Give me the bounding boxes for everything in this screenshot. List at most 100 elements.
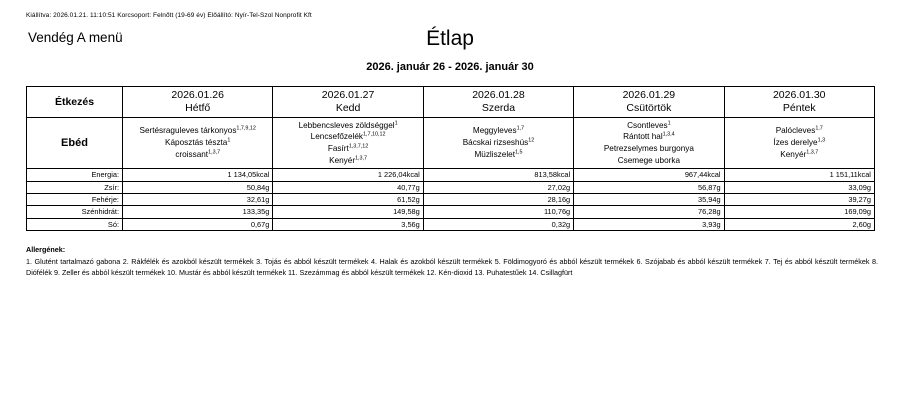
nutrition-feherje-day-1: 61,52g xyxy=(272,192,424,207)
nutrition-so-day-3: 3,93g xyxy=(573,217,725,232)
nutrition-label-zsir: Zsír: xyxy=(26,180,123,194)
nutrition-feherje-day-4: 39,27g xyxy=(723,192,875,207)
dish-allergen-codes: 1,7 xyxy=(815,125,823,132)
nutrition-zsir-day-4: 33,09g xyxy=(723,180,875,194)
menu-type-label: Vendég A menü xyxy=(28,30,123,45)
nutrition-feherje-day-3: 35,94g xyxy=(573,192,725,207)
date-range-subtitle: 2026. január 26 - 2026. január 30 xyxy=(366,61,534,74)
header-meal-column: Étkezés xyxy=(26,86,123,118)
nutrition-energia-day-4: 1 151,11kcal xyxy=(723,168,875,182)
nutrition-szenhidrat-day-4: 169,09g xyxy=(723,205,875,219)
page-title: Étlap xyxy=(426,27,474,50)
dish-item: croissant1,3,7 xyxy=(175,148,221,159)
dish-allergen-codes: 1,7 xyxy=(516,125,525,132)
header-day-4-name: Péntek xyxy=(782,101,816,114)
nutrition-so-day-0: 0,67g xyxy=(121,217,274,232)
dish-item: Petrezselymes burgonya xyxy=(603,143,694,153)
dish-allergen-codes: 12 xyxy=(528,137,535,144)
dish-allergen-codes: 1 xyxy=(227,137,231,144)
nutrition-zsir-day-1: 40,77g xyxy=(272,180,424,194)
header-day-1-name: Kedd xyxy=(335,101,361,114)
lunch-row: Ebéd Sertésraguleves tárkonyos1,7,9,12 Ká… xyxy=(26,116,875,170)
header-day-1: 2026.01.27 Kedd xyxy=(272,86,424,118)
nutrition-zsir-day-0: 50,84g xyxy=(121,180,274,194)
nutrition-szenhidrat-day-1: 149,58g xyxy=(272,205,424,219)
nutrition-label-feherje: Fehérje: xyxy=(26,192,123,207)
table-header-row: Étkezés 2026.01.26 Hétfő 2026.01.27 Kedd… xyxy=(26,86,875,118)
menu-table: Étkezés 2026.01.26 Hétfő 2026.01.27 Kedd… xyxy=(26,86,875,232)
nutrition-energia-day-3: 967,44kcal xyxy=(573,168,725,182)
dish-item: Meggyleves1,7 xyxy=(472,125,525,136)
nutrition-so-day-4: 2,60g xyxy=(723,217,875,232)
header-day-0: 2026.01.26 Hétfő xyxy=(121,86,274,118)
dish-item: Sertésraguleves tárkonyos1,7,9,12 xyxy=(139,125,256,136)
dish-item: Rántott hal1,3,4 xyxy=(623,131,675,142)
nutrition-so-day-2: 0,32g xyxy=(422,217,575,232)
dish-item: Palócleves1,7 xyxy=(775,125,823,136)
dish-item: Káposztás tészta1 xyxy=(165,137,231,148)
nutrition-row-szenhidrat: Szénhidrát: 133,35g 149,58g 110,76g 76,2… xyxy=(26,205,875,219)
nutrition-energia-day-2: 813,58kcal xyxy=(422,168,575,182)
nutrition-row-energia: Energia: 1 134,05kcal 1 226,04kcal 813,5… xyxy=(26,168,875,182)
allergen-legend: Allergének: 1. Glutént tartalmazó gabona… xyxy=(26,245,878,279)
nutrition-row-zsir: Zsír: 50,84g 40,77g 27,02g 56,87g 33,09g xyxy=(26,180,875,194)
nutrition-feherje-day-0: 32,61g xyxy=(121,192,274,207)
nutrition-szenhidrat-day-0: 133,35g xyxy=(121,205,274,219)
header-day-2-date: 2026.01.28 xyxy=(472,89,525,101)
menu-table-body: Ebéd Sertésraguleves tárkonyos1,7,9,12 Ká… xyxy=(26,116,875,232)
lunch-cell-day-2: Meggyleves1,7 Bácskai rizseshús12 Müzlisze… xyxy=(422,116,575,170)
dish-allergen-codes: 1,3,7,12 xyxy=(348,143,369,150)
lunch-cell-day-0: Sertésraguleves tárkonyos1,7,9,12 Káposzt… xyxy=(121,116,274,170)
document-meta-line: Kiállítva: 2026.01.21. 11:10:51 Korcsopo… xyxy=(26,12,312,19)
nutrition-row-feherje: Fehérje: 32,61g 61,52g 28,16g 35,94g 39,… xyxy=(26,192,875,207)
dish-allergen-codes: 1,3,4 xyxy=(662,131,675,138)
dish-item: Lencsefőzelék1,7,10,12 xyxy=(310,131,386,142)
dish-item: Csontleves1 xyxy=(627,119,671,130)
dish-allergen-codes: 1,3,7 xyxy=(806,148,819,155)
header-day-2-name: Szerda xyxy=(481,101,516,114)
header-day-0-date: 2026.01.26 xyxy=(171,89,224,101)
dish-item: Kenyér1,3,7 xyxy=(780,148,819,159)
menu-table-head: Étkezés 2026.01.26 Hétfő 2026.01.27 Kedd… xyxy=(26,86,875,118)
dish-allergen-codes: 1,7,9,12 xyxy=(236,125,256,132)
dish-item: Lebbencsleves zöldséggel1 xyxy=(298,119,398,130)
nutrition-szenhidrat-day-3: 76,28g xyxy=(573,205,725,219)
nutrition-label-so: Só: xyxy=(26,217,123,232)
allergen-legend-body: 1. Glutént tartalmazó gabona 2. Rákfélék… xyxy=(26,257,878,277)
nutrition-feherje-day-2: 28,16g xyxy=(422,192,575,207)
nutrition-energia-day-0: 1 134,05kcal xyxy=(121,168,274,182)
header-day-4: 2026.01.30 Péntek xyxy=(723,86,875,118)
dish-allergen-codes: 1 xyxy=(667,119,671,126)
meal-label-lunch: Ebéd xyxy=(26,116,123,170)
menu-table-wrapper: Étkezés 2026.01.26 Hétfő 2026.01.27 Kedd… xyxy=(26,86,875,232)
dish-item: Müzliszelet1,5 xyxy=(474,148,523,159)
header-day-3-name: Csütörtök xyxy=(626,101,672,114)
header-day-3: 2026.01.29 Csütörtök xyxy=(573,86,725,118)
dish-item: Ízes derelye1,3 xyxy=(773,137,826,148)
header-day-1-date: 2026.01.27 xyxy=(321,89,375,101)
lunch-cell-day-3: Csontleves1 Rántott hal1,3,4 Petrezselymes… xyxy=(573,116,725,170)
header-day-0-name: Hétfő xyxy=(185,101,211,114)
nutrition-zsir-day-2: 27,02g xyxy=(422,180,575,194)
allergen-legend-title: Allergének: xyxy=(26,245,66,254)
dish-allergen-codes: 1,5 xyxy=(514,148,523,155)
header-day-2: 2026.01.28 Szerda xyxy=(422,86,575,118)
nutrition-label-szenhidrat: Szénhidrát: xyxy=(26,205,123,219)
nutrition-row-so: Só: 0,67g 3,56g 0,32g 3,93g 2,60g xyxy=(26,217,875,232)
title-block: Étlap 2026. január 26 - 2026. január 30 xyxy=(0,26,900,73)
lunch-cell-day-4: Palócleves1,7 Ízes derelye1,3 Kenyér1,3,7 xyxy=(723,116,875,170)
dish-allergen-codes: 1,3,7 xyxy=(208,148,221,155)
header-day-3-date: 2026.01.29 xyxy=(622,89,676,101)
lunch-cell-day-1: Lebbencsleves zöldséggel1 Lencsefőzelék1,… xyxy=(272,116,424,170)
nutrition-zsir-day-3: 56,87g xyxy=(573,180,725,194)
dish-item: Kenyér1,3,7 xyxy=(329,154,368,165)
dish-allergen-codes: 1,3 xyxy=(817,137,826,144)
nutrition-so-day-1: 3,56g xyxy=(272,217,424,232)
nutrition-label-energia: Energia: xyxy=(26,168,123,182)
nutrition-energia-day-1: 1 226,04kcal xyxy=(272,168,424,182)
header-day-4-date: 2026.01.30 xyxy=(772,89,826,101)
dish-item: Bácskai rizseshús12 xyxy=(462,137,535,148)
dish-allergen-codes: 1,3,7 xyxy=(355,154,368,161)
dish-allergen-codes: 1,7,10,12 xyxy=(363,131,386,138)
